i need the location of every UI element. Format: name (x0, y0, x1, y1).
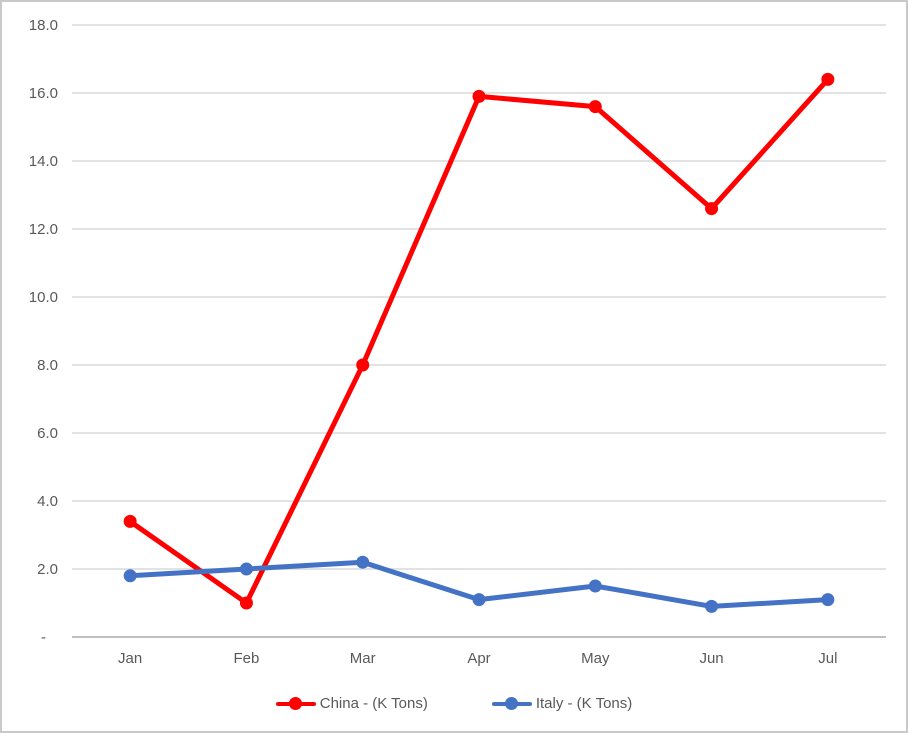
legend: China - (K Tons) Italy - (K Tons) (2, 696, 906, 711)
svg-text:4.0: 4.0 (37, 493, 58, 510)
svg-text:May: May (581, 650, 610, 667)
svg-text:16.0: 16.0 (29, 85, 58, 102)
svg-text:Mar: Mar (350, 650, 376, 667)
svg-text:2.0: 2.0 (37, 561, 58, 578)
svg-text:Feb: Feb (233, 650, 259, 667)
svg-text:Jul: Jul (818, 650, 837, 667)
svg-text:14.0: 14.0 (29, 153, 58, 170)
china-series-marker-icon (275, 697, 316, 711)
legend-item-italy[interactable]: Italy - (K Tons) (491, 695, 633, 712)
svg-text:Jan: Jan (118, 650, 142, 667)
svg-text:10.0: 10.0 (29, 289, 58, 306)
svg-text:Apr: Apr (467, 650, 490, 667)
svg-text:18.0: 18.0 (29, 17, 58, 34)
legend-label-china: China - (K Tons) (319, 695, 428, 712)
svg-text:6.0: 6.0 (37, 425, 58, 442)
legend-item-china[interactable]: China - (K Tons) (275, 695, 428, 712)
svg-text:12.0: 12.0 (29, 221, 58, 238)
svg-text:8.0: 8.0 (37, 357, 58, 374)
italy-series-marker-icon (491, 697, 532, 711)
legend-label-italy: Italy - (K Tons) (535, 695, 633, 712)
svg-text:-: - (41, 629, 46, 646)
svg-text:Jun: Jun (699, 650, 723, 667)
